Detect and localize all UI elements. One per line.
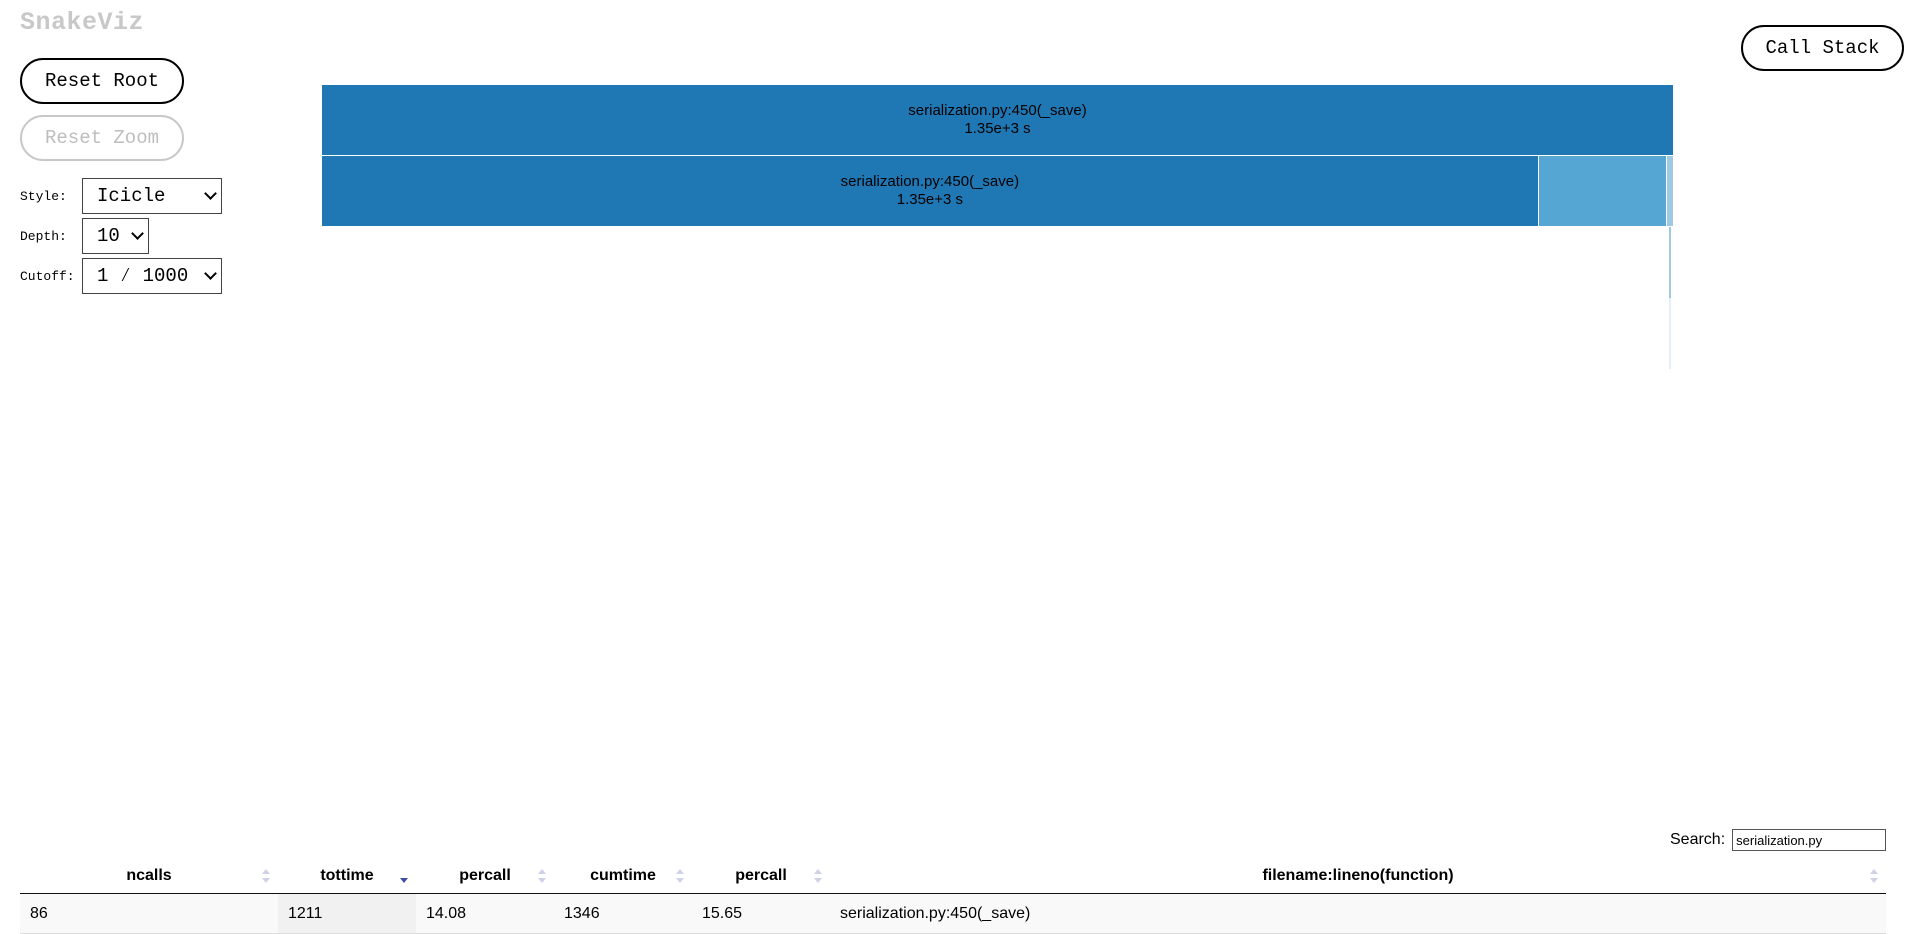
- col-header-label: ncalls: [126, 866, 172, 884]
- icicle-block-sliver[interactable]: [1669, 227, 1671, 298]
- cell-percall: 14.08: [416, 893, 554, 934]
- cutoff-select-value: 1 ⁄ 1000: [97, 265, 189, 287]
- sort-icon: [1870, 868, 1878, 883]
- depth-control: Depth: 10: [20, 218, 149, 254]
- icicle-block[interactable]: serialization.py:450(_save) 1.35e+3 s: [322, 85, 1674, 156]
- cell-ncalls: 86: [20, 893, 278, 934]
- search-box: Search:: [1670, 829, 1887, 851]
- icicle-block-label: serialization.py:450(_save) 1.35e+3 s: [322, 102, 1673, 138]
- col-header-ncalls[interactable]: ncalls: [20, 858, 278, 894]
- depth-select[interactable]: 10: [82, 218, 149, 254]
- cutoff-control: Cutoff: 1 ⁄ 1000: [20, 258, 222, 294]
- col-header-label: filename:lineno(function): [1262, 866, 1454, 884]
- col-header-label: percall: [735, 866, 787, 884]
- col-header-label: tottime: [320, 866, 374, 884]
- cutoff-select[interactable]: 1 ⁄ 1000: [82, 258, 222, 294]
- icicle-block-label: serialization.py:450(_save) 1.35e+3 s: [322, 173, 1538, 209]
- sort-desc-icon: [400, 869, 408, 883]
- icicle-block-sliver[interactable]: [1669, 298, 1671, 369]
- cell-tottime: 1211: [278, 893, 416, 934]
- table-row[interactable]: 86 1211 14.08 1346 15.65 serialization.p…: [20, 893, 1886, 934]
- icicle-block[interactable]: [1538, 156, 1668, 227]
- style-select[interactable]: Icicle: [82, 178, 222, 214]
- call-stack-button[interactable]: Call Stack: [1741, 25, 1904, 71]
- sort-icon: [676, 868, 684, 883]
- chevron-down-icon: [204, 187, 217, 200]
- reset-root-button[interactable]: Reset Root: [20, 58, 184, 104]
- icicle-block[interactable]: [1667, 156, 1674, 227]
- block-time: 1.35e+3 s: [964, 120, 1031, 137]
- col-header-tottime[interactable]: tottime: [278, 858, 416, 894]
- block-time: 1.35e+3 s: [896, 191, 964, 208]
- block-function-name: serialization.py:450(_save): [840, 173, 1020, 190]
- stats-table: ncalls tottime percall cumtime percall f…: [20, 858, 1886, 934]
- chevron-down-icon: [131, 227, 144, 240]
- col-header-label: cumtime: [590, 866, 656, 884]
- cell-cumtime: 1346: [554, 893, 692, 934]
- sort-icon: [262, 868, 270, 883]
- chevron-down-icon: [204, 267, 217, 280]
- col-header-percall[interactable]: percall: [416, 858, 554, 894]
- table-header-row: ncalls tottime percall cumtime percall f…: [20, 858, 1886, 894]
- search-input[interactable]: [1732, 829, 1887, 851]
- depth-select-value: 10: [97, 225, 120, 247]
- style-control: Style: Icicle: [20, 178, 222, 214]
- sort-icon: [814, 868, 822, 883]
- style-select-value: Icicle: [97, 185, 166, 207]
- col-header-function[interactable]: filename:lineno(function): [830, 858, 1886, 894]
- reset-zoom-button[interactable]: Reset Zoom: [20, 115, 184, 161]
- col-header-cumtime[interactable]: cumtime: [554, 858, 692, 894]
- cell-percall-cum: 15.65: [692, 893, 830, 934]
- search-label: Search:: [1670, 831, 1726, 848]
- depth-label: Depth:: [20, 228, 67, 244]
- col-header-label: percall: [459, 866, 511, 884]
- col-header-percall-cum[interactable]: percall: [692, 858, 830, 894]
- block-function-name: serialization.py:450(_save): [908, 102, 1087, 119]
- icicle-block[interactable]: serialization.py:450(_save) 1.35e+3 s: [322, 156, 1539, 227]
- cutoff-label: Cutoff:: [20, 268, 75, 284]
- cell-function: serialization.py:450(_save): [830, 893, 1886, 934]
- icicle-chart: serialization.py:450(_save) 1.35e+3 s seri…: [322, 85, 1674, 385]
- sort-icon: [538, 868, 546, 883]
- style-label: Style:: [20, 188, 67, 204]
- app-title: SnakeViz: [20, 8, 145, 37]
